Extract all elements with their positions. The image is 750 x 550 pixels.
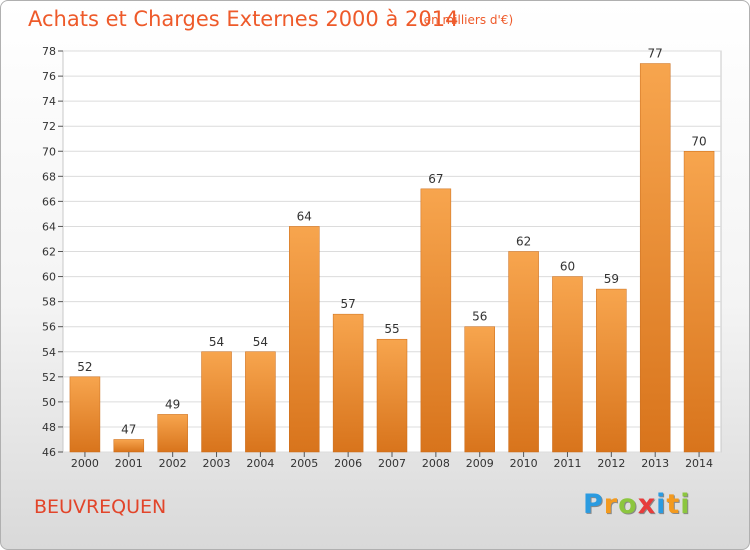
y-tick-label: 48 bbox=[42, 421, 56, 434]
y-tick-label: 46 bbox=[42, 446, 56, 459]
bar bbox=[508, 251, 539, 453]
bar bbox=[157, 414, 188, 453]
x-axis: 2000 2001 2002 2003 2004 2005 2006 2007 2008 2009… bbox=[71, 452, 713, 470]
y-tick-label: 66 bbox=[42, 195, 56, 208]
bar-value-label: 55 bbox=[384, 322, 399, 336]
y-tick-label: 60 bbox=[42, 271, 56, 284]
x-tick-label: 2011 bbox=[553, 457, 581, 470]
y-tick-label: 58 bbox=[42, 296, 56, 309]
logo-letter: i bbox=[680, 489, 691, 520]
bar-value-label: 67 bbox=[428, 172, 443, 186]
logo-letter: r bbox=[603, 489, 619, 520]
bar-value-label: 64 bbox=[297, 209, 312, 223]
y-tick-label: 64 bbox=[42, 220, 56, 233]
y-tick-label: 72 bbox=[42, 120, 56, 133]
bar bbox=[245, 351, 276, 453]
y-tick-label: 68 bbox=[42, 170, 56, 183]
bars bbox=[69, 63, 715, 453]
x-tick-label: 2001 bbox=[115, 457, 143, 470]
bar-value-label: 57 bbox=[340, 297, 355, 311]
chart-subtitle: (en milliers d'€) bbox=[419, 13, 514, 27]
bar bbox=[552, 276, 583, 453]
y-tick-label: 56 bbox=[42, 321, 56, 334]
x-tick-label: 2012 bbox=[597, 457, 625, 470]
bar bbox=[289, 226, 320, 453]
bar-value-label: 59 bbox=[604, 272, 619, 286]
x-tick-label: 2002 bbox=[159, 457, 187, 470]
bar bbox=[683, 151, 715, 453]
logo-letter: o bbox=[618, 489, 638, 520]
bar-value-label: 54 bbox=[209, 335, 224, 349]
x-tick-label: 2003 bbox=[203, 457, 231, 470]
bar bbox=[376, 338, 408, 453]
logo-letter: t bbox=[666, 489, 681, 520]
x-tick-label: 2010 bbox=[510, 457, 538, 470]
y-tick-label: 78 bbox=[42, 45, 56, 58]
y-tick-label: 50 bbox=[42, 396, 56, 409]
y-tick-label: 62 bbox=[42, 246, 56, 259]
y-tick-label: 70 bbox=[42, 145, 56, 158]
bar-value-label: 56 bbox=[472, 310, 487, 324]
x-tick-label: 2005 bbox=[290, 457, 318, 470]
bar bbox=[596, 288, 627, 453]
x-tick-label: 2014 bbox=[685, 457, 713, 470]
bar-value-label: 70 bbox=[691, 134, 706, 148]
bar-value-label: 77 bbox=[648, 47, 663, 61]
logo-letter: x bbox=[637, 489, 657, 520]
bar-value-label: 60 bbox=[560, 260, 575, 274]
bar bbox=[201, 351, 232, 453]
x-tick-label: 2006 bbox=[334, 457, 362, 470]
bar-value-label: 54 bbox=[253, 335, 268, 349]
bar-value-label: 62 bbox=[516, 235, 531, 249]
y-tick-label: 74 bbox=[42, 95, 56, 108]
x-tick-label: 2008 bbox=[422, 457, 450, 470]
bar-value-label: 52 bbox=[77, 360, 92, 374]
x-tick-label: 2004 bbox=[246, 457, 274, 470]
bar-value-label: 47 bbox=[121, 422, 136, 436]
bar bbox=[69, 376, 101, 453]
commune-name: BEUVREQUEN bbox=[34, 496, 167, 518]
bar-value-label: 49 bbox=[165, 397, 180, 411]
bar bbox=[639, 63, 671, 453]
logo-letter: P bbox=[583, 489, 604, 520]
x-tick-label: 2013 bbox=[641, 457, 669, 470]
bar bbox=[420, 188, 452, 453]
proxiti-logo: Proxiti bbox=[583, 489, 691, 520]
y-tick-label: 76 bbox=[42, 70, 56, 83]
y-tick-label: 52 bbox=[42, 371, 56, 384]
x-tick-label: 2009 bbox=[466, 457, 494, 470]
y-axis: 46 48 50 52 54 56 58 60 62 64 66 68 70 72 74 76 78 bbox=[42, 45, 63, 459]
x-tick-label: 2000 bbox=[71, 457, 99, 470]
bar bbox=[464, 326, 495, 453]
x-tick-label: 2007 bbox=[378, 457, 406, 470]
y-tick-label: 54 bbox=[42, 346, 56, 359]
bar bbox=[113, 439, 145, 453]
logo-letter: i bbox=[656, 489, 667, 520]
bar bbox=[332, 313, 364, 453]
chart-title: Achats et Charges Externes 2000 à 2014 bbox=[28, 7, 459, 31]
value-labels: 52 47 49 54 54 64 57 55 67 56 62 60 59 77 70 bbox=[77, 47, 706, 437]
